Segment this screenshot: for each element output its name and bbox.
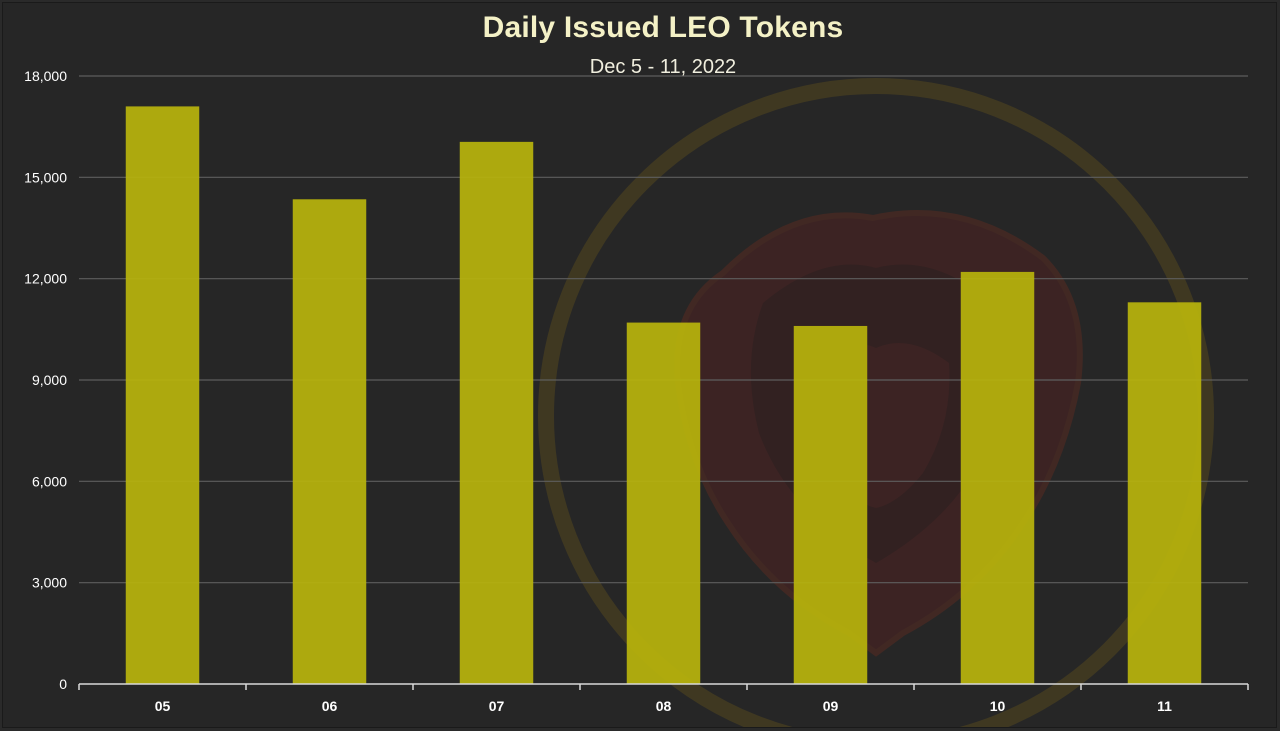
x-tick-label: 08 [656,698,672,714]
x-tick-label: 05 [155,698,171,714]
y-tick-label: 0 [59,676,67,692]
x-tick-label: 11 [1157,698,1172,714]
x-tick-label: 06 [322,698,338,714]
y-tick-label: 9,000 [32,372,67,388]
bar-08 [626,322,701,684]
bars [125,106,1202,685]
bar-05 [125,106,200,684]
bar-10 [960,271,1035,684]
x-axis-tick-labels: 05 06 07 08 09 10 11 [155,698,1172,714]
chart-subtitle: Dec 5 - 11, 2022 [589,56,737,78]
bar-07 [459,141,534,684]
x-tick-label: 10 [990,698,1006,714]
y-tick-label: 12,000 [24,271,67,287]
bar-09 [793,325,868,684]
x-tick-label: 09 [823,698,839,714]
y-tick-label: 18,000 [24,68,67,84]
y-tick-label: 3,000 [32,575,67,591]
bar-06 [292,199,367,685]
x-tick-label: 07 [489,698,505,714]
axes [78,683,1249,690]
chart-title: Daily Issued LEO Tokens [482,11,844,44]
y-tick-label: 6,000 [32,473,67,489]
y-axis-tick-labels: 0 3,000 6,000 9,000 12,000 15,000 18,000 [24,68,67,692]
y-tick-label: 15,000 [24,169,67,185]
bar-11 [1127,302,1202,684]
